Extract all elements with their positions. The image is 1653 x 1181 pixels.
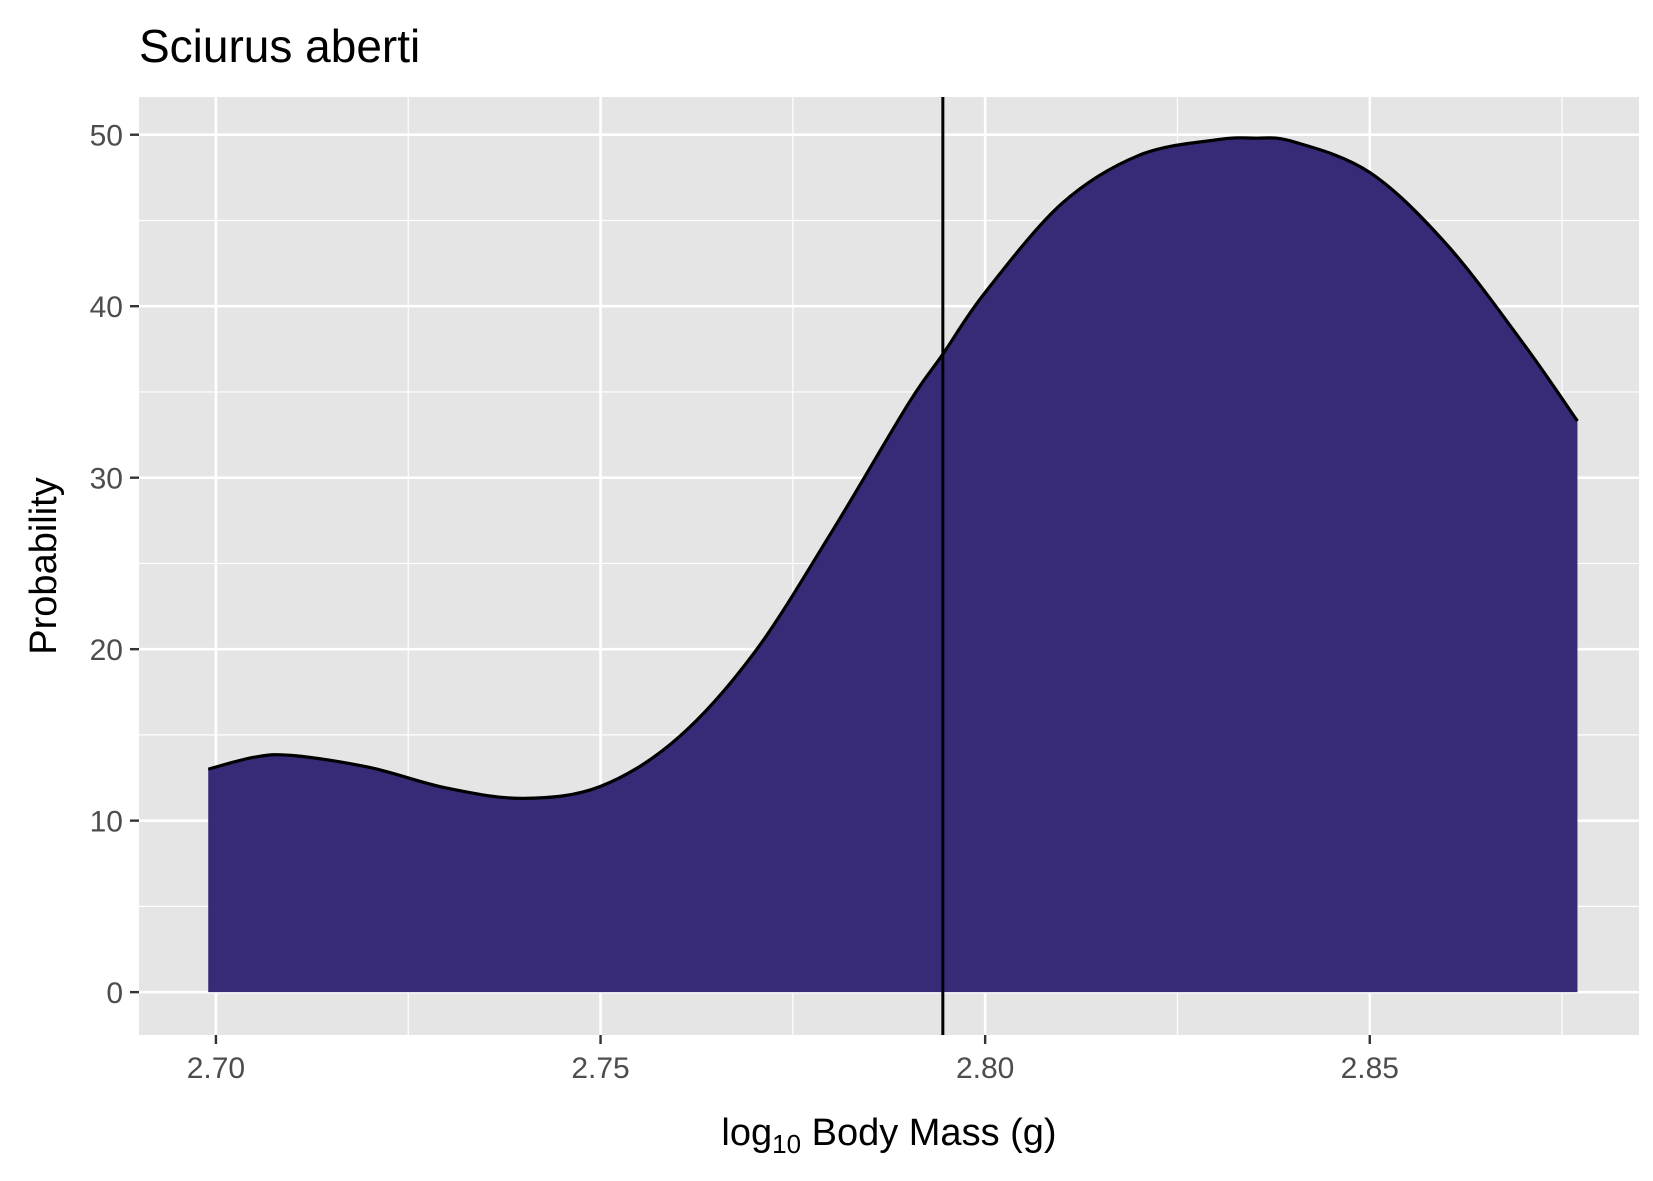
x-axis-title: log10 Body Mass (g) bbox=[721, 1112, 1056, 1159]
density-outline bbox=[207, 136, 1579, 800]
x-tick-label: 2.75 bbox=[571, 1052, 629, 1085]
y-axis-ticks: 0 10 20 30 40 50 bbox=[90, 120, 139, 1010]
y-tick-label: 20 bbox=[90, 634, 123, 667]
x-axis-ticks: 2.70 2.75 2.80 2.85 bbox=[187, 1035, 1399, 1085]
density-area bbox=[208, 137, 1578, 993]
y-tick-label: 40 bbox=[90, 291, 123, 324]
y-axis-title: Probability bbox=[23, 477, 65, 654]
x-axis-title-rest: Body Mass (g) bbox=[801, 1112, 1057, 1154]
x-tick-label: 2.85 bbox=[1341, 1052, 1399, 1085]
y-tick-label: 10 bbox=[90, 806, 123, 839]
x-axis-title-subscript: 10 bbox=[772, 1129, 801, 1159]
y-tick-label: 50 bbox=[90, 120, 123, 153]
x-tick-label: 2.70 bbox=[187, 1052, 245, 1085]
y-tick-label: 30 bbox=[90, 463, 123, 496]
x-tick-label: 2.80 bbox=[956, 1052, 1014, 1085]
chart-title: Sciurus aberti bbox=[139, 20, 420, 72]
x-axis-title-base: log bbox=[721, 1112, 772, 1154]
y-tick-label: 0 bbox=[106, 977, 123, 1010]
